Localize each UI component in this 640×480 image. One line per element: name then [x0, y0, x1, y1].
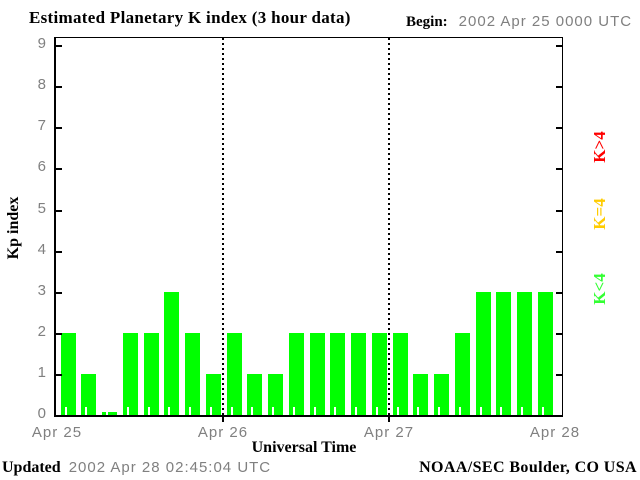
y-axis-tick — [556, 332, 562, 335]
kp-bar — [102, 412, 117, 415]
kp-bar — [371, 332, 387, 415]
y-axis-tick — [56, 332, 62, 335]
kp-bar — [309, 332, 325, 415]
legend-item-storm: K>4 — [590, 131, 609, 163]
y-axis-tick — [56, 209, 62, 212]
updated-value: 2002 Apr 28 02:45:04 UTC — [68, 459, 272, 476]
y-axis-title: Kp index — [5, 196, 22, 260]
axis-minor-tick — [458, 407, 461, 415]
axis-minor-tick — [521, 407, 523, 415]
y-axis-tick — [56, 86, 62, 89]
chart-title: Estimated Planetary K index (3 hour data… — [29, 8, 351, 27]
kp-bar — [81, 373, 97, 415]
kp-bar — [247, 373, 263, 415]
axis-minor-tick — [272, 407, 274, 415]
y-tick-label: 1 — [37, 363, 47, 381]
updated-row: Updated 2002 Apr 28 02:45:04 UTC — [2, 459, 271, 477]
axis-minor-tick — [355, 407, 357, 415]
axis-minor-tick — [147, 407, 150, 415]
axis-minor-tick — [209, 407, 212, 415]
kp-bar — [60, 332, 76, 415]
kp-bar — [537, 291, 553, 415]
updated-label: Updated — [2, 459, 61, 476]
kp-bar — [143, 332, 159, 415]
y-axis-tick — [556, 373, 562, 376]
axis-minor-tick — [334, 407, 337, 415]
kp-bar — [434, 373, 449, 415]
y-tick-label: 3 — [37, 281, 47, 299]
y-axis-tick — [556, 250, 562, 253]
x-axis-day-tick — [222, 417, 224, 422]
axis-minor-tick — [500, 407, 503, 415]
begin-label: Begin: — [406, 14, 448, 30]
kp-bar — [205, 373, 221, 415]
y-tick-label: 5 — [37, 199, 47, 217]
y-tick-label: 4 — [37, 240, 47, 258]
legend-item-quiet: K<4 — [590, 273, 609, 305]
kp-bar — [351, 332, 366, 415]
axis-minor-tick — [251, 407, 254, 415]
source-credit: NOAA/SEC Boulder, CO USA — [419, 459, 637, 476]
axis-minor-tick — [313, 407, 316, 415]
y-axis-tick — [556, 127, 562, 130]
begin-row: Begin: 2002 Apr 25 0000 UTC — [406, 13, 632, 31]
axis-minor-tick — [230, 407, 233, 415]
y-axis-tick — [56, 250, 62, 253]
axis-minor-tick — [64, 407, 67, 415]
axis-minor-tick — [417, 407, 420, 415]
y-axis-tick — [56, 127, 62, 130]
y-tick-label: 7 — [37, 117, 47, 135]
axis-minor-tick — [438, 407, 440, 415]
axis-minor-tick — [85, 407, 88, 415]
x-axis-day-tick — [388, 417, 390, 422]
legend-item-active: K=4 — [590, 198, 609, 230]
kp-bar — [454, 332, 470, 415]
y-axis-tick — [56, 45, 62, 48]
axis-minor-tick — [541, 407, 544, 415]
kp-bar — [226, 332, 242, 415]
axis-minor-tick — [292, 407, 295, 415]
y-tick-label: 9 — [37, 35, 47, 53]
kp-bar — [122, 332, 138, 415]
axis-minor-tick — [396, 407, 399, 415]
kp-bar — [496, 291, 512, 415]
kp-bar — [288, 332, 304, 415]
y-tick-label: 6 — [37, 158, 47, 176]
kp-bar — [392, 332, 408, 415]
y-tick-label: 0 — [37, 405, 47, 422]
axis-minor-tick — [126, 407, 129, 415]
day-boundary-dotted-line — [388, 38, 390, 415]
begin-value: 2002 Apr 25 0000 UTC — [458, 13, 633, 30]
y-axis-tick — [556, 291, 562, 294]
x-axis-title: Universal Time — [251, 439, 357, 456]
y-axis-tick — [556, 86, 562, 89]
y-axis-tick — [556, 209, 562, 212]
axis-minor-tick — [189, 407, 191, 415]
y-tick-label: 2 — [37, 322, 47, 340]
x-tick-label: Apr 25 — [31, 424, 83, 441]
x-tick-label: Apr 28 — [529, 424, 581, 441]
kp-bar — [164, 291, 180, 415]
plot-area — [54, 37, 563, 417]
kp-bar — [185, 332, 200, 415]
kp-bar — [330, 332, 346, 415]
axis-minor-tick — [375, 407, 378, 415]
kp-bar — [517, 291, 532, 415]
kp-bar — [413, 373, 429, 415]
x-tick-label: Apr 26 — [197, 424, 249, 441]
y-axis-tick — [56, 168, 62, 171]
kp-bar — [268, 373, 283, 415]
axis-minor-tick — [479, 407, 482, 415]
y-axis-tick — [556, 168, 562, 171]
day-boundary-dotted-line — [222, 38, 224, 415]
x-tick-label: Apr 27 — [363, 424, 415, 441]
axis-minor-tick — [106, 412, 108, 415]
y-axis-tick — [56, 291, 62, 294]
y-axis-tick — [556, 45, 562, 48]
axis-minor-tick — [168, 407, 171, 415]
y-tick-label: 8 — [37, 76, 47, 94]
kp-bar — [475, 291, 491, 415]
y-axis-tick — [56, 373, 62, 376]
